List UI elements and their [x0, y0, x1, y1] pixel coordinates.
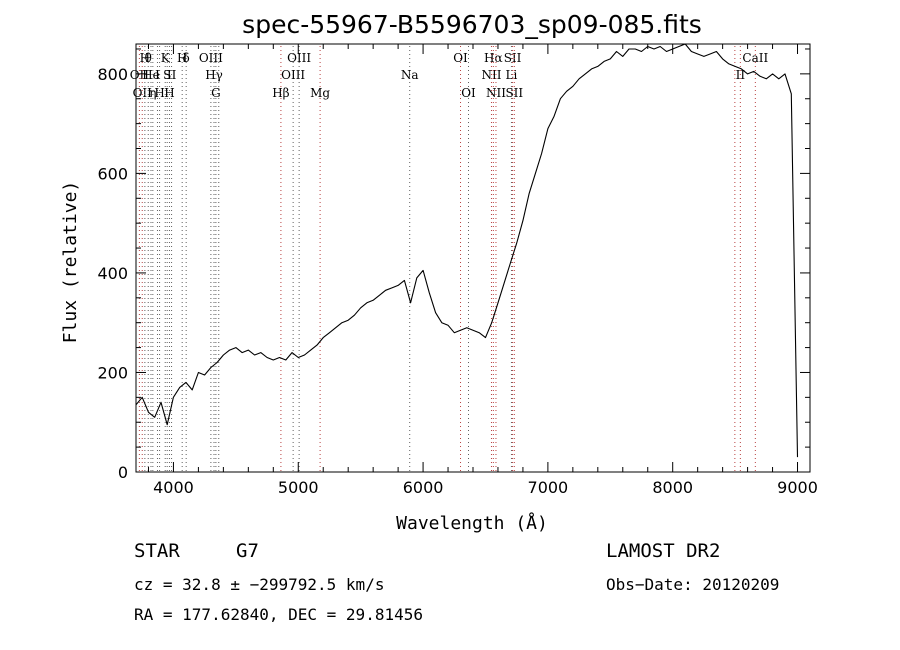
tick-layer: 4000 5000 6000 7000 8000 9000 0 200 400 600 800: [97, 44, 818, 497]
spectral-line-label: NII: [481, 68, 501, 82]
spectral-line-label: OII: [133, 86, 153, 100]
observation-date: Obs−Date: 20120209: [606, 575, 780, 594]
spectral-line-label: SII: [504, 51, 522, 65]
spectral-line-label: H: [140, 51, 150, 65]
plot-frame: [135, 43, 811, 473]
spectral-line-label: NII: [486, 86, 506, 100]
series-layer: [135, 43, 799, 458]
y-tick-label: 600: [97, 164, 128, 183]
x-tick-label: 4000: [153, 478, 194, 497]
spectral-subclass: G7: [236, 540, 259, 562]
spectral-line-label: Mg: [310, 86, 330, 100]
spectral-line-label: η: [149, 86, 156, 100]
spectral-line-label: Hβ: [272, 86, 289, 100]
spectral-line-label: K: [161, 51, 171, 65]
spectral-line-label: OI: [453, 51, 468, 65]
spectral-line-label: H: [177, 51, 187, 65]
chart-title: spec-55967-B5596703_sp09-085.fits: [242, 10, 702, 39]
x-axis-label: Wavelength (Å): [396, 512, 548, 534]
spectral-line-label: OIII: [199, 51, 223, 65]
y-tick-label: 400: [97, 264, 128, 283]
spectral-line-label: OIII: [287, 51, 311, 65]
spectral-line-label: OIII: [281, 68, 305, 82]
spectral-line-label: II: [736, 68, 746, 82]
spectral-line-label: H: [154, 86, 164, 100]
spectral-line-label: S: [163, 68, 171, 82]
spectral-line-label: I: [155, 68, 160, 82]
y-tick-label: 0: [118, 463, 128, 482]
y-tick-label: 200: [97, 363, 128, 382]
axes-layer: [135, 43, 811, 473]
spectral-line-label: G: [211, 86, 221, 100]
x-tick-label: 6000: [403, 478, 444, 497]
spectral-line-label: II: [167, 68, 177, 82]
redshift-cz: cz = 32.8 ± −299792.5 km/s: [134, 575, 385, 594]
spectral-line-label: Na: [401, 68, 419, 82]
spectral-line-label: δ: [183, 51, 190, 65]
spectral-line-label: CaII: [742, 51, 768, 65]
spectral-line-label: He: [142, 68, 160, 82]
spectrum-line: [135, 43, 799, 458]
spectral-line-label: SII: [505, 86, 523, 100]
y-axis-label: Flux (relative): [60, 181, 81, 344]
sky-coordinates: RA = 177.62840, DEC = 29.81456: [134, 605, 423, 624]
x-tick-label: 9000: [777, 478, 818, 497]
x-tick-label: 7000: [528, 478, 569, 497]
spectral-line-label: Li: [506, 68, 518, 82]
spectral-line-label: OI: [461, 86, 476, 100]
spectral-line-label: Hγ: [205, 68, 223, 82]
object-class: STAR: [134, 540, 180, 562]
survey-name: LAMOST DR2: [606, 540, 721, 562]
y-tick-label: 800: [97, 65, 128, 84]
x-tick-label: 8000: [652, 478, 693, 497]
spectral-line-label: Hα: [484, 51, 503, 65]
x-tick-label: 5000: [278, 478, 319, 497]
spectral-line-label: θ: [145, 51, 152, 65]
spectral-line-label: H: [164, 86, 174, 100]
